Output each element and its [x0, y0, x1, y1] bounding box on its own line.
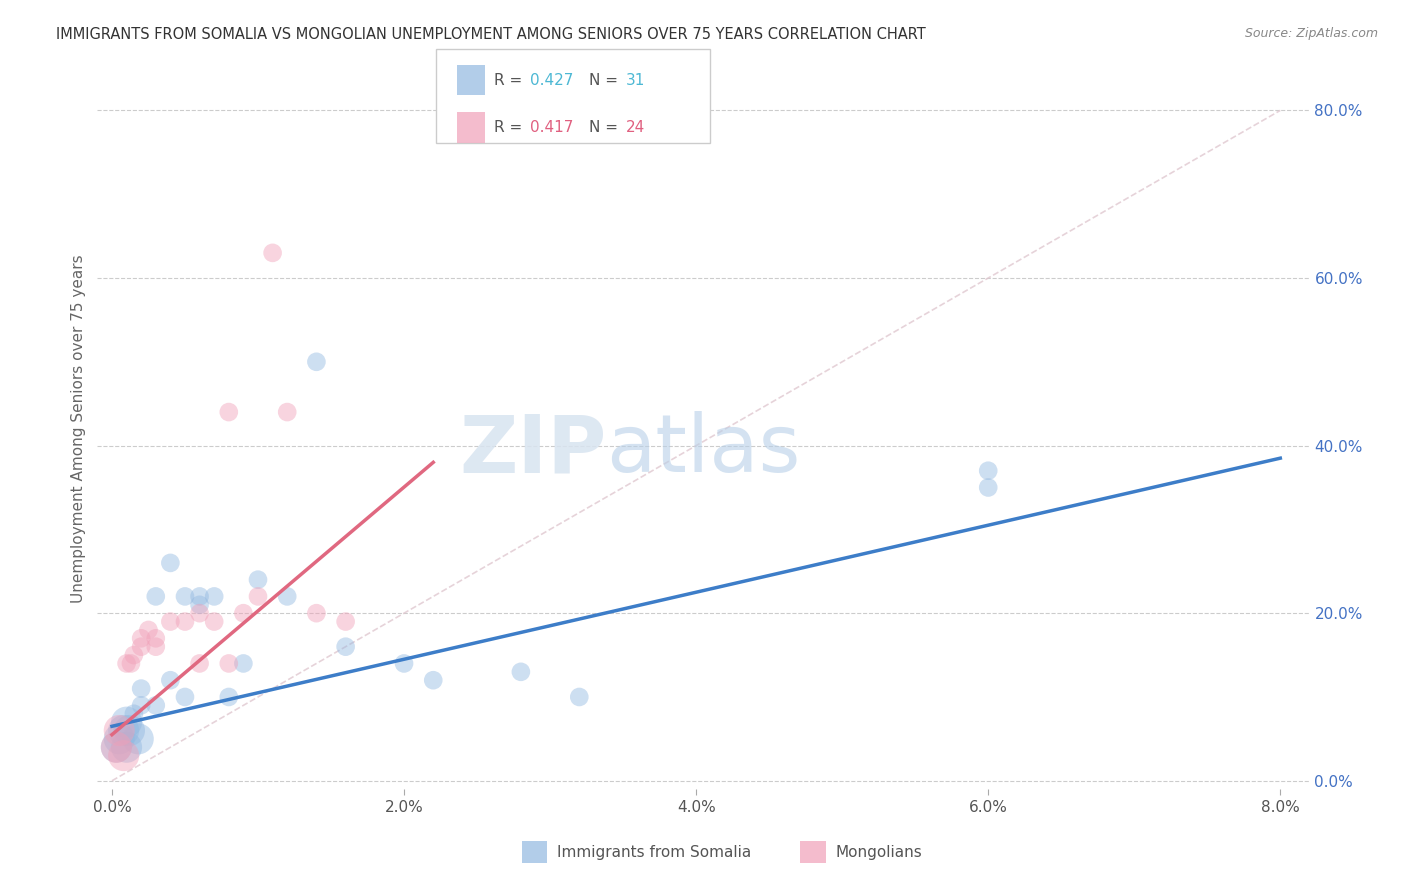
Point [145, 698, 167, 713]
Point [118, 723, 141, 738]
Point [122, 706, 145, 721]
Text: Immigrants from Somalia: Immigrants from Somalia [557, 845, 751, 860]
Text: 0.417: 0.417 [530, 120, 574, 135]
Text: Mongolians: Mongolians [835, 845, 922, 860]
Point [568, 690, 591, 704]
Text: N =: N = [589, 73, 623, 87]
Point [129, 632, 152, 646]
Text: R =: R = [494, 120, 527, 135]
Point [174, 690, 197, 704]
Point [188, 598, 211, 612]
Point [115, 740, 138, 755]
Point [422, 673, 444, 688]
Point [202, 615, 225, 629]
Point [112, 723, 135, 738]
Point [218, 690, 240, 704]
Point [159, 556, 181, 570]
Point [159, 673, 181, 688]
Point [145, 632, 167, 646]
Point [232, 606, 254, 620]
Point [246, 590, 269, 604]
Point [145, 590, 167, 604]
Point [509, 665, 531, 679]
Point [218, 657, 240, 671]
Point [129, 698, 152, 713]
Point [188, 657, 211, 671]
Text: 0.427: 0.427 [530, 73, 574, 87]
Point [105, 740, 128, 755]
Point [392, 657, 415, 671]
Y-axis label: Unemployment Among Seniors over 75 years: Unemployment Among Seniors over 75 years [72, 254, 86, 603]
Text: R =: R = [494, 73, 527, 87]
Text: N =: N = [589, 120, 623, 135]
Point [276, 405, 298, 419]
Point [159, 615, 181, 629]
Point [115, 657, 138, 671]
Text: ZIP: ZIP [460, 411, 606, 490]
Point [129, 640, 152, 654]
Point [145, 640, 167, 654]
Point [262, 245, 284, 260]
Point [122, 648, 145, 662]
Point [108, 723, 131, 738]
Point [127, 731, 149, 746]
Point [120, 657, 142, 671]
Text: 24: 24 [626, 120, 645, 135]
Point [305, 606, 328, 620]
Text: atlas: atlas [606, 411, 801, 490]
Point [305, 355, 328, 369]
Point [335, 640, 357, 654]
Text: IMMIGRANTS FROM SOMALIA VS MONGOLIAN UNEMPLOYMENT AMONG SENIORS OVER 75 YEARS CO: IMMIGRANTS FROM SOMALIA VS MONGOLIAN UNE… [56, 27, 927, 42]
Point [977, 464, 1000, 478]
Text: Source: ZipAtlas.com: Source: ZipAtlas.com [1244, 27, 1378, 40]
Point [335, 615, 357, 629]
Point [174, 590, 197, 604]
Point [129, 681, 152, 696]
Point [276, 590, 298, 604]
Point [188, 606, 211, 620]
Point [202, 590, 225, 604]
Point [232, 657, 254, 671]
Point [246, 573, 269, 587]
Point [174, 615, 197, 629]
Point [112, 748, 135, 763]
Point [977, 481, 1000, 495]
Point [105, 740, 128, 755]
Point [115, 715, 138, 730]
Point [218, 405, 240, 419]
Point [188, 590, 211, 604]
Point [138, 623, 160, 637]
Point [108, 731, 131, 746]
Text: 31: 31 [626, 73, 645, 87]
